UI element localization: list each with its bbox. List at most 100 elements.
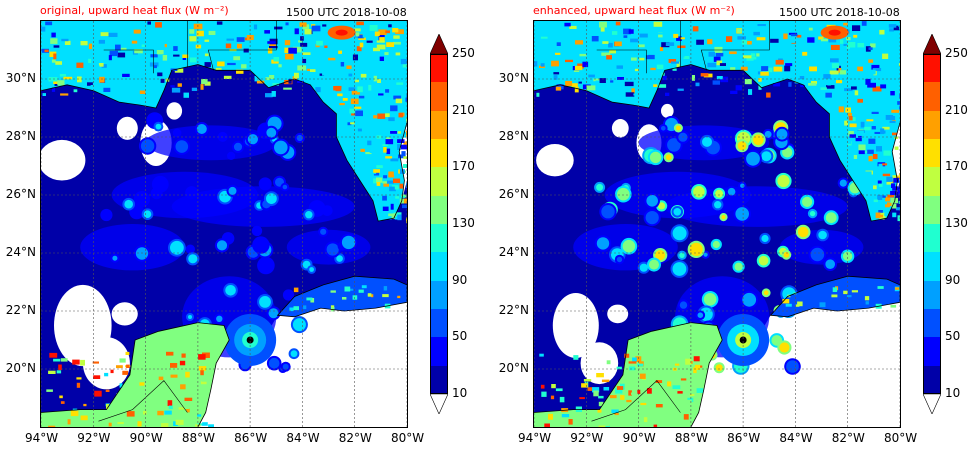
land-flux-cell xyxy=(354,28,361,32)
land-flux-cell xyxy=(664,52,672,58)
land-flux-cell xyxy=(83,403,87,407)
land-flux-cell xyxy=(598,425,607,427)
land-flux-cell xyxy=(893,25,900,31)
land-flux-cell xyxy=(593,78,602,82)
land-flux-cell xyxy=(735,85,742,91)
land-flux-cell xyxy=(393,35,400,39)
land-flux-cell xyxy=(390,203,394,210)
land-flux-cell xyxy=(748,89,753,95)
land-flux-cell xyxy=(868,59,874,63)
land-flux-cell xyxy=(168,405,173,410)
heat-flux-map[interactable] xyxy=(533,20,901,428)
convective-cell xyxy=(842,251,853,261)
land-flux-cell xyxy=(760,71,769,76)
lon-tick-label: 86°W xyxy=(234,431,268,445)
convective-cell xyxy=(323,207,331,215)
convective-cell xyxy=(216,315,223,322)
heat-flux-map[interactable] xyxy=(40,20,408,428)
land-flux-cell xyxy=(885,115,894,120)
land-flux-cell xyxy=(170,363,178,368)
land-flux-cell xyxy=(898,174,900,181)
colorbar: 250 210 170 130 90 50 10 xyxy=(430,34,475,414)
land-flux-cell xyxy=(546,42,555,45)
land-flux-cell xyxy=(581,383,588,388)
land-flux-cell xyxy=(671,61,679,64)
land-flux-cell xyxy=(766,92,771,98)
lon-tick-label: 80°W xyxy=(391,431,425,445)
land-flux-cell xyxy=(713,56,721,62)
convective-cell xyxy=(616,256,623,263)
land-flux-cell xyxy=(360,148,365,152)
land-flux-cell xyxy=(284,40,291,46)
land-flux-cell xyxy=(265,93,273,98)
ocean-flux-field xyxy=(534,64,900,413)
land-flux-cell xyxy=(202,352,210,358)
land-flux-cell xyxy=(609,49,616,54)
land-flux-cell xyxy=(685,399,692,404)
land-flux-cell xyxy=(126,364,130,368)
land-flux-cell xyxy=(174,68,184,73)
land-flux-cell xyxy=(857,66,863,72)
land-flux-cell xyxy=(582,61,589,68)
land-flux-cell xyxy=(369,25,378,31)
land-flux-cell xyxy=(639,373,646,379)
land-flux-cell xyxy=(539,353,544,357)
land-flux-cell xyxy=(696,388,704,393)
land-flux-cell xyxy=(103,87,111,92)
land-flux-cell xyxy=(330,290,336,293)
land-flux-cell xyxy=(401,195,405,198)
land-flux-cell xyxy=(98,63,104,67)
land-flux-cell xyxy=(867,69,876,75)
land-flux-cell xyxy=(116,89,120,96)
colorbar-segment xyxy=(430,167,448,197)
land-flux-cell xyxy=(886,181,893,185)
country-border xyxy=(591,380,681,422)
land-flux-cell xyxy=(189,82,199,86)
land-flux-cell xyxy=(761,66,769,71)
land-flux-cell xyxy=(864,296,870,301)
lon-tick-label: 84°W xyxy=(779,431,813,445)
convective-cell xyxy=(268,357,280,369)
convective-cell xyxy=(282,184,288,190)
land-flux-cell xyxy=(289,307,294,312)
land-flux-cell xyxy=(393,95,402,100)
land-flux-cell xyxy=(216,21,223,25)
land-flux-cell xyxy=(606,360,611,365)
land-flux-cell xyxy=(606,55,612,60)
land-flux-cell xyxy=(383,175,388,179)
land-flux-cell xyxy=(226,38,234,41)
land-flux-cell xyxy=(298,40,302,43)
land-flux-cell xyxy=(743,55,752,59)
convective-cell xyxy=(124,199,133,209)
land-flux-cell xyxy=(708,51,715,57)
land-flux-cell xyxy=(300,42,308,47)
land-flux-cell xyxy=(406,182,407,189)
land-flux-cell xyxy=(624,353,630,358)
land-flux-cell xyxy=(316,40,323,46)
land-flux-cell xyxy=(385,156,393,159)
land-flux-cell xyxy=(60,93,69,96)
land-flux-cell xyxy=(797,301,803,307)
colorbar-segment xyxy=(430,139,448,168)
land-flux-cell xyxy=(254,76,262,82)
land-flux-cell xyxy=(595,80,600,86)
land-flux-cell xyxy=(355,110,363,117)
land-flux-cell xyxy=(888,24,897,28)
land-flux-cell xyxy=(394,186,399,190)
land-flux-cell xyxy=(882,126,890,130)
land-flux-cell xyxy=(129,404,135,407)
land-flux-cell xyxy=(354,106,362,109)
land-flux-cell xyxy=(899,106,900,110)
land-flux-cell xyxy=(76,62,84,68)
land-flux-cell xyxy=(536,92,540,97)
land-flux-cell xyxy=(208,30,216,35)
land-flux-cell xyxy=(611,409,619,413)
hurricane-eye xyxy=(739,336,747,344)
convective-cell xyxy=(783,251,790,258)
convective-cell xyxy=(777,174,790,188)
land-flux-cell xyxy=(390,158,399,162)
panel-timestamp: 1500 UTC 2018-10-08 xyxy=(286,6,407,19)
land-flux-cell xyxy=(359,42,364,48)
land-flux-cell xyxy=(609,395,617,399)
convective-cell xyxy=(196,124,207,134)
